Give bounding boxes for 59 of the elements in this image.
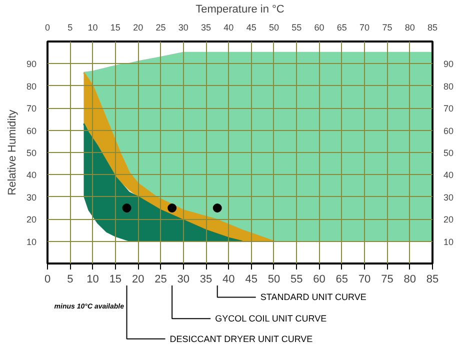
y-tick-label: 40 [26, 170, 37, 180]
y2-tick-label: 20 [444, 214, 454, 225]
x-tick-label: 50 [268, 274, 280, 286]
y-tick-label: 80 [26, 81, 37, 92]
x2-tick-label: 30 [178, 22, 188, 32]
x2-tick-label: 25 [156, 22, 166, 32]
x-tick-label: 15 [109, 274, 122, 286]
y-tick-label: 20 [26, 214, 37, 225]
x2-tick-label: 55 [292, 22, 302, 32]
x2-tick-label: 0 [44, 22, 50, 32]
y-tick-label: 90 [26, 59, 37, 70]
x-tick-label: 20 [132, 274, 144, 286]
x2-tick-label: 80 [404, 22, 415, 32]
x-tick-label: 60 [313, 274, 326, 286]
x2-tick-label: 20 [133, 22, 144, 32]
x2-tick-label: 45 [246, 22, 256, 32]
text: DESICCANT DRYER UNIT CURVE [170, 334, 313, 344]
x-tick-label: 65 [336, 274, 348, 286]
x-tick-label: 45 [245, 274, 258, 286]
x2-tick-label: 70 [360, 22, 370, 32]
x2-tick-label: 15 [110, 22, 120, 32]
y2-tick-label: 90 [444, 59, 454, 70]
x2-tick-label: 75 [382, 22, 392, 32]
y-tick-label: 60 [26, 126, 37, 136]
x-tick-label: 35 [200, 274, 212, 286]
y-tick-label: 30 [26, 192, 37, 202]
y-tick-label: 70 [26, 104, 37, 114]
y2-tick-label: 70 [444, 104, 454, 114]
x-tick-label: 70 [358, 274, 371, 286]
text: STANDARD UNIT CURVE [260, 292, 366, 302]
x-tick-label: 40 [222, 274, 235, 286]
y2-tick-label: 50 [444, 148, 454, 158]
x2-tick-label: 35 [201, 22, 212, 32]
x2-tick-label: 65 [336, 22, 347, 32]
x2-tick-label: 60 [314, 22, 324, 32]
x2-tick-label: 85 [427, 22, 438, 32]
x-tick-label: 80 [404, 274, 416, 286]
x2-tick-label: 50 [268, 22, 279, 32]
x-tick-label: 25 [154, 274, 167, 286]
y2-tick-label: 10 [444, 236, 454, 247]
y-tick-label: 50 [26, 148, 37, 158]
x-tick-label: 10 [86, 274, 99, 286]
y2-tick-label: 80 [444, 81, 454, 92]
y-tick-label: 10 [26, 236, 37, 247]
x-tick-label: 5 [67, 274, 74, 286]
x-tick-label: 55 [290, 274, 303, 286]
y2-tick-label: 60 [444, 126, 454, 136]
y2-tick-label: 40 [444, 170, 454, 180]
x2-tick-label: 10 [88, 22, 98, 32]
x-tick-label: 30 [177, 274, 190, 286]
y-axis-title: Relative Humidity [6, 109, 18, 196]
x-tick-label: 0 [44, 274, 51, 286]
y2-tick-label: 30 [444, 192, 454, 202]
x2-tick-label: 5 [68, 22, 73, 32]
x-tick-label: 75 [381, 274, 394, 286]
x2-tick-label: 40 [224, 22, 234, 32]
x2-axis-title: Temperature in °C [196, 4, 284, 16]
text: GYCOL COIL UNIT CURVE [215, 314, 327, 324]
x-tick-label: 85 [426, 274, 439, 286]
